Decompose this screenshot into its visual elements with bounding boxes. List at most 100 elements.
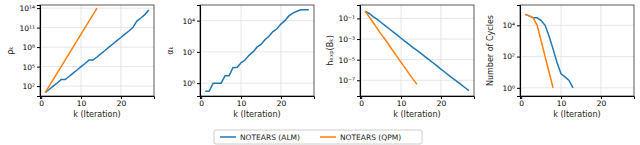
plot-area [205,10,309,92]
grid-line [440,5,441,96]
tick-label: 20 [597,99,607,108]
tick: 10⁻⁷ [338,76,360,85]
tick-label: 0 [39,99,44,108]
tick-label: 10⁻⁵ [338,56,355,65]
grid-line [561,5,562,96]
grid-line [40,86,154,87]
grid-line [120,5,121,96]
grid-line [81,5,82,96]
tick-mark [37,67,40,68]
axis-line [517,6,521,97]
tick: 10 [237,96,247,108]
tick: 10⁴ [182,17,200,26]
plot-frame [40,5,154,96]
tick-label: 10² [182,48,195,57]
tick: 10¹⁴ [19,4,40,13]
tick: 10² [22,82,40,91]
tick: 10² [502,52,520,61]
grid-line [200,20,314,21]
tick-label: 10² [502,52,515,61]
x-axis: 01020 [199,96,314,108]
tick: 20 [597,96,607,108]
plot-frame [520,5,634,96]
tick: 0 [519,96,524,108]
x-axis-title: k (Iteration) [73,110,120,119]
tick-label: 10⁻³ [338,35,355,44]
y-axis: 10⁻¹ 10⁻³ 10⁻⁵ 10⁻⁷ [338,6,360,97]
legend-swatch [220,136,236,138]
y-axis-title: ρₖ [6,46,15,54]
tick: 20 [117,96,127,108]
panel: 10⁻¹ 10⁻³ 10⁻⁵ 10⁻⁷ 0 10 20 k (Iteration) hₑₓₚ(B… [326,5,475,119]
grid-line [360,39,474,40]
panel: 10⁰10²10⁴01020k (Iteration)αₖ [166,5,315,119]
grid-line [520,87,634,88]
axis-line [521,97,635,100]
tick-label: 10¹¹ [19,24,35,33]
tick-label: 10 [557,99,567,108]
grid-line [40,47,154,48]
plot-area [525,14,573,87]
figure: 10² 10⁵ 10⁸ 10¹¹ 10¹⁴ 0 10 20 k (Iteration) ρₖ 10⁰… [0,0,640,145]
y-axis: 10⁰ 10² 10⁴ [502,6,520,97]
tick-label: 10 [397,99,407,108]
y-axis-title: hₑₓₚ(Bₖ) [326,35,335,66]
tick-label: 10¹⁴ [19,4,35,13]
grid-line [600,5,601,96]
tick: 20 [437,96,447,108]
tick-mark [517,88,520,89]
tick: 10 [77,96,87,108]
tick: 10⁻⁵ [338,56,360,65]
tick-mark [37,47,40,48]
tick-label: 10⁻¹ [338,14,355,23]
y-axis: 10⁰ 10² 10⁴ [182,6,200,97]
series-line [205,10,309,92]
y-axis: 10² 10⁵ 10⁸ 10¹¹ 10¹⁴ [19,4,40,96]
tick-mark [37,86,40,87]
axis-line [41,97,155,100]
plot-area [365,11,469,90]
x-axis-title: k (Iteration) [393,110,440,119]
tick: 10⁸ [22,43,40,52]
series-line [365,11,417,84]
axis-line [37,6,41,97]
tick: 10¹¹ [19,24,40,33]
tick-label: 10 [237,99,247,108]
legend: NOTEARS (ALM)NOTEARS (QPM) [214,130,422,144]
tick-mark [197,52,200,53]
axis-line [197,6,201,97]
tick-mark [197,83,200,84]
axis-line [357,6,361,97]
tick: 10⁻³ [338,35,360,44]
legend-label: NOTEARS (QPM) [340,133,401,142]
tick-label: 0 [359,99,364,108]
grid-line [40,27,154,28]
grid-line [360,59,474,60]
grid-line [280,5,281,96]
plot-frame [360,5,474,96]
axis-line [201,97,315,100]
series-line [45,10,149,93]
tick: 0 [199,96,204,108]
tick-label: 10⁰ [182,79,195,88]
tick-mark [517,25,520,26]
tick-label: 10² [22,82,35,91]
legend-box [214,130,422,144]
tick-label: 20 [437,99,447,108]
tick: 10 [557,96,567,108]
tick-label: 10 [77,99,87,108]
tick: 10 [397,96,407,108]
grid [40,5,154,96]
tick: 10⁰ [502,84,520,93]
tick-label: 10⁴ [502,21,515,30]
tick-label: 0 [199,99,204,108]
tick-label: 10⁵ [22,63,35,72]
series-line [525,14,553,87]
panel: 10⁰10²10⁴01020k (Iteration)Number of Cyc… [486,5,635,119]
tick: 10⁻¹ [338,14,360,23]
tick-label: 20 [117,99,127,108]
tick-label: 10⁻⁷ [338,76,355,85]
tick-label: 10⁴ [182,17,195,26]
x-axis: 0 10 20 [359,96,474,108]
tick-label: 10⁸ [22,43,35,52]
